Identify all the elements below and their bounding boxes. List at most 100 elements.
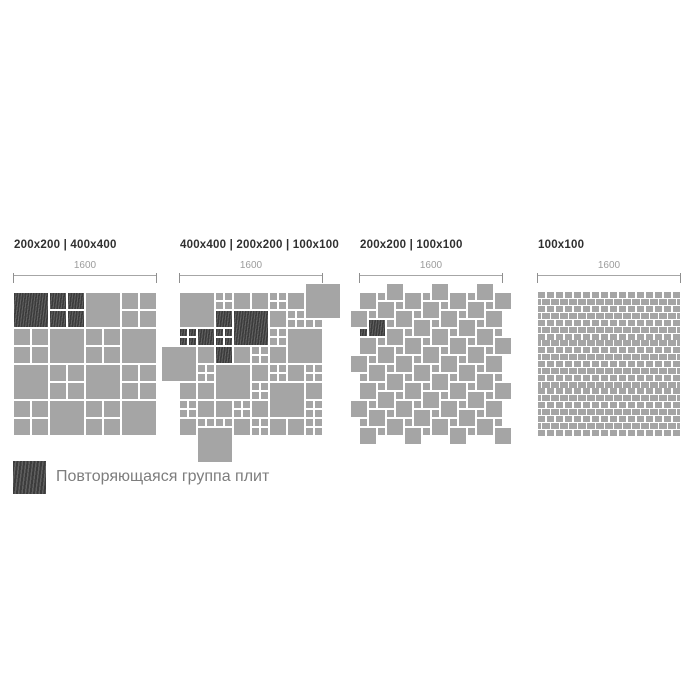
tile: [377, 391, 395, 409]
tile: [569, 367, 577, 374]
tile: [49, 364, 67, 382]
tile: [650, 409, 658, 415]
tile-grid: [161, 283, 341, 463]
tile: [458, 355, 467, 364]
tile: [242, 400, 251, 409]
tile: [287, 310, 296, 319]
tile: [188, 409, 197, 418]
tile: [269, 337, 278, 346]
tile: [587, 381, 595, 388]
tile: [677, 354, 681, 361]
tile: [627, 347, 636, 354]
tile: [542, 422, 550, 429]
tile: [672, 292, 681, 299]
dimension-tick-right: [322, 273, 323, 283]
tile: [600, 361, 609, 367]
repeat-group-tile: [188, 328, 197, 337]
tile: [260, 355, 269, 364]
tile: [551, 340, 559, 347]
tile: [305, 418, 314, 427]
tile: [350, 310, 368, 328]
tile: [404, 418, 413, 427]
tile: [618, 347, 627, 354]
tile: [13, 364, 49, 400]
tile: [618, 306, 627, 313]
tile: [668, 409, 676, 415]
tile: [632, 326, 640, 333]
tile: [578, 409, 586, 415]
tile: [260, 418, 269, 427]
tile: [654, 292, 663, 299]
tile: [591, 306, 600, 313]
tile: [560, 395, 568, 402]
repeat-group-tile: [233, 310, 269, 346]
tile: [555, 319, 564, 326]
tile: [582, 306, 591, 313]
repeat-group-tile: [67, 310, 85, 328]
tile: [551, 381, 559, 388]
tile: [663, 347, 672, 354]
tile: [596, 367, 604, 374]
repeat-group-tile: [67, 292, 85, 310]
tile: [654, 402, 663, 409]
tile: [569, 354, 577, 361]
tile: [614, 354, 622, 361]
tile: [645, 319, 654, 326]
repeat-group-tile: [188, 337, 197, 346]
tile: [197, 400, 215, 418]
tile: [314, 364, 323, 373]
tile: [368, 355, 377, 364]
tile: [449, 382, 467, 400]
tile: [677, 422, 681, 429]
tile: [485, 346, 494, 355]
tile: [31, 346, 49, 364]
tile: [614, 367, 622, 374]
tile: [564, 415, 573, 422]
tile: [659, 340, 667, 347]
tile: [314, 400, 323, 409]
tile: [564, 306, 573, 313]
tile: [404, 337, 422, 355]
tile: [591, 333, 600, 340]
tile: [476, 373, 494, 391]
tile: [659, 354, 667, 361]
tile: [569, 326, 577, 333]
tile: [578, 354, 586, 361]
tile: [251, 400, 269, 418]
tile: [636, 429, 645, 436]
tile: [551, 354, 559, 361]
tile: [224, 418, 233, 427]
tile: [537, 429, 546, 436]
tile: [641, 354, 649, 361]
tile: [359, 337, 377, 355]
tile: [668, 299, 676, 306]
tile: [197, 373, 206, 382]
tile: [569, 340, 577, 347]
tile: [560, 381, 568, 388]
tile: [645, 333, 654, 340]
tile: [614, 395, 622, 402]
tile: [672, 333, 681, 340]
repeat-group-tile: [49, 292, 67, 310]
tile: [618, 388, 627, 395]
tile: [377, 301, 395, 319]
tile: [449, 427, 467, 445]
tile: [551, 313, 559, 319]
tile: [632, 367, 640, 374]
tile: [85, 346, 103, 364]
tile: [269, 292, 278, 301]
dimension-line: [359, 275, 503, 276]
tile: [614, 326, 622, 333]
tile: [609, 374, 618, 381]
tile: [605, 367, 613, 374]
tile: [537, 415, 546, 422]
tile: [677, 299, 681, 306]
tile: [404, 427, 422, 445]
tile: [632, 422, 640, 429]
tile: [605, 381, 613, 388]
tile: [614, 381, 622, 388]
tile: [555, 374, 564, 381]
tile: [645, 388, 654, 395]
tile: [650, 354, 658, 361]
tile: [377, 382, 386, 391]
